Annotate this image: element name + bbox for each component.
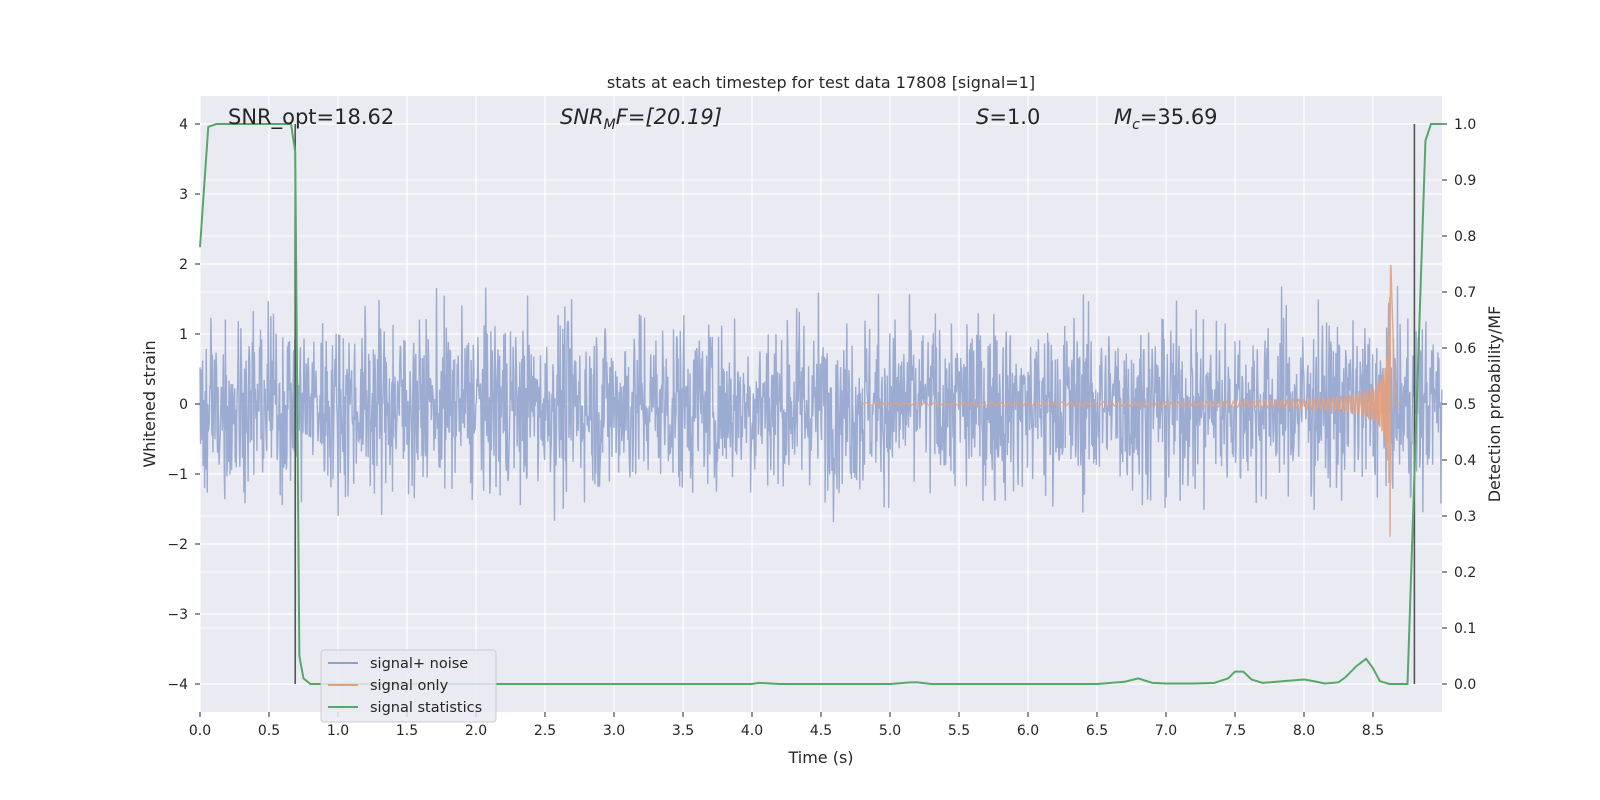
x-tick-label: 1.0 bbox=[327, 723, 349, 739]
y-right-tick-label: 0.5 bbox=[1454, 397, 1476, 413]
x-tick-label: 5.5 bbox=[948, 723, 970, 739]
x-tick-label: 4.5 bbox=[810, 723, 832, 739]
annotation-snr-mf: SNRMF=[20.19] bbox=[560, 105, 722, 133]
y-tick-label: −4 bbox=[167, 677, 188, 693]
annotation-s-rest: =1.0 bbox=[989, 105, 1040, 129]
series-signal-statistics bbox=[199, 123, 1442, 685]
y-tick-label: 0 bbox=[179, 397, 188, 413]
legend-label-signal-only: signal only bbox=[370, 678, 449, 694]
y-tick-label: 1 bbox=[179, 327, 188, 343]
x-tick-label: 3.5 bbox=[672, 723, 694, 739]
x-tick-label: 6.0 bbox=[1017, 723, 1039, 739]
y-right-tick-label: 0.3 bbox=[1454, 509, 1476, 525]
y-tick-label: 4 bbox=[179, 117, 188, 133]
series-layer bbox=[199, 123, 1443, 685]
x-tick-label: 3.0 bbox=[603, 723, 625, 739]
y-tick-label: −1 bbox=[167, 467, 188, 483]
x-tick-label: 0.0 bbox=[189, 723, 211, 739]
y-tick-label: −2 bbox=[167, 537, 188, 553]
annotation-mc: Mc=35.69 bbox=[1114, 105, 1218, 133]
annotation-mc-base: M bbox=[1114, 105, 1132, 129]
y-axis-label: Whitened strain bbox=[140, 340, 159, 467]
y-right-tick-label: 0.7 bbox=[1454, 285, 1476, 301]
y-right-tick-label: 0.6 bbox=[1454, 341, 1476, 357]
chart-title: stats at each timestep for test data 178… bbox=[607, 73, 1035, 92]
y-tick-label: 3 bbox=[179, 187, 188, 203]
y-right-tick-label: 0.4 bbox=[1454, 453, 1476, 469]
x-tick-label: 8.5 bbox=[1362, 723, 1384, 739]
series-signal-noise bbox=[199, 285, 1443, 523]
annotation-mc-rest: =35.69 bbox=[1140, 105, 1218, 129]
legend-label-signal-noise: signal+ noise bbox=[370, 656, 468, 672]
x-tick-label: 0.5 bbox=[258, 723, 280, 739]
y-right-tick-label: 1.0 bbox=[1454, 117, 1476, 133]
ticks: 0.0 0.5 1.0 1.5 2.0 2.5 3.0 3.5 4.0 4.5 5.0 5.5 6.0 6… bbox=[167, 117, 1476, 739]
y-right-tick-label: 0.8 bbox=[1454, 229, 1476, 245]
y-right-tick-label: 0.0 bbox=[1454, 677, 1476, 693]
series-signal-only bbox=[861, 264, 1401, 537]
x-tick-label: 6.5 bbox=[1086, 723, 1108, 739]
annotation-snr-mf-base: SNR bbox=[560, 105, 604, 129]
annotation-snr-mf-sub: M bbox=[604, 117, 616, 133]
annotation-s: S=1.0 bbox=[976, 105, 1040, 129]
y-right-tick-label: 0.1 bbox=[1454, 621, 1476, 637]
annotation-s-var: S bbox=[976, 105, 989, 129]
x-tick-label: 2.5 bbox=[534, 723, 556, 739]
legend: signal+ noise signal only signal statist… bbox=[320, 649, 497, 723]
x-tick-label: 1.5 bbox=[396, 723, 418, 739]
y-tick-label: 2 bbox=[179, 257, 188, 273]
x-tick-label: 7.5 bbox=[1224, 723, 1246, 739]
y-axis-label-right: Detection probability/MF bbox=[1485, 306, 1504, 503]
x-tick-label: 7.0 bbox=[1155, 723, 1177, 739]
x-tick-label: 8.0 bbox=[1293, 723, 1315, 739]
legend-label-signal-statistics: signal statistics bbox=[370, 700, 482, 716]
annotation-snr-opt: SNR_opt=18.62 bbox=[228, 105, 394, 130]
x-axis-label: Time (s) bbox=[787, 748, 853, 767]
y-right-tick-label: 0.9 bbox=[1454, 173, 1476, 189]
x-tick-label: 4.0 bbox=[741, 723, 763, 739]
x-tick-label: 2.0 bbox=[465, 723, 487, 739]
annotation-snr-mf-rest: F=[20.19] bbox=[616, 105, 722, 129]
y-right-tick-label: 0.2 bbox=[1454, 565, 1476, 581]
legend-box bbox=[320, 649, 497, 723]
x-tick-label: 5.0 bbox=[879, 723, 901, 739]
y-tick-label: −3 bbox=[167, 607, 188, 623]
annotation-mc-sub: c bbox=[1132, 117, 1140, 133]
